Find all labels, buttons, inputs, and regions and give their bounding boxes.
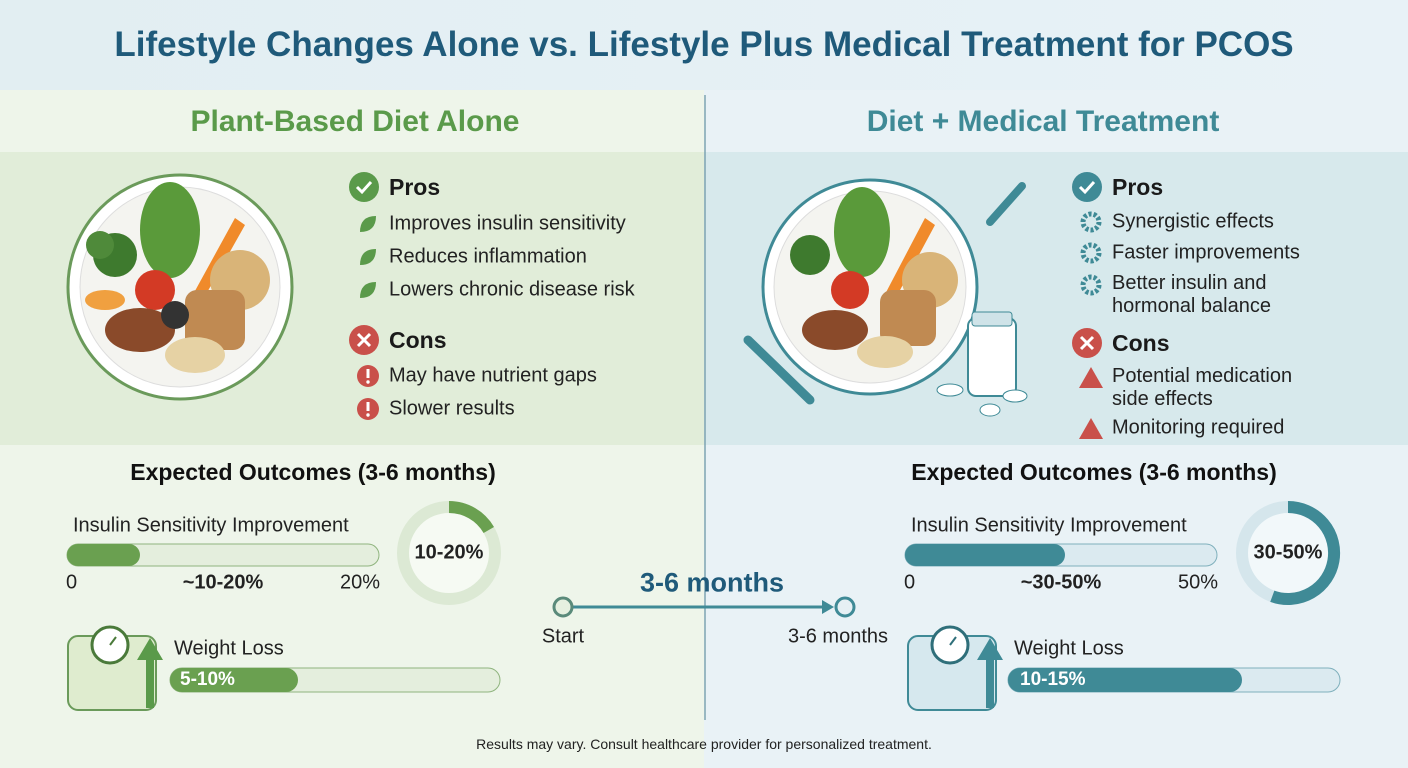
pros-heading: Pros (389, 173, 441, 200)
outcomes-title: Expected Outcomes (3-6 months) (130, 458, 496, 485)
insulin-label: Insulin Sensitivity Improvement (911, 514, 1187, 537)
icons-right (1072, 172, 1103, 439)
pro-item: Reduces inflammation (389, 245, 587, 268)
pro-item: Synergistic effects (1112, 210, 1274, 233)
timeline-end: 3-6 months (787, 625, 889, 648)
footnote: Results may vary. Consult healthcare pro… (476, 735, 932, 752)
title: Lifestyle Changes Alone vs. Lifestyle Pl… (114, 24, 1294, 64)
insulin-label: Insulin Sensitivity Improvement (73, 514, 349, 537)
weight-value: 5-10% (180, 669, 235, 691)
timeline-start: Start (541, 625, 585, 648)
ring-label: 10-20% (414, 541, 484, 564)
scale-min: 0 (66, 571, 78, 594)
pro-item: Improves insulin sensitivity (389, 212, 626, 235)
con-item: Monitoring required (1112, 416, 1285, 439)
panel-heading: Plant-Based Diet Alone (190, 104, 520, 138)
plate-left (66, 173, 294, 401)
plate-right (743, 178, 1028, 417)
outcomes-title: Expected Outcomes (3-6 months) (911, 458, 1277, 485)
ring-label: 30-50% (1253, 541, 1323, 564)
timeline-label: 3-6 months (639, 567, 785, 598)
insulin-range: ~30-50% (1020, 571, 1102, 594)
scale-max: 50% (1177, 571, 1218, 594)
con-item: May have nutrient gaps (389, 364, 597, 387)
cons-heading: Cons (1112, 329, 1170, 356)
pro-item: Lowers chronic disease risk (389, 278, 635, 301)
cons-heading: Cons (389, 326, 447, 353)
timeline (552, 596, 856, 618)
icons-left (349, 172, 379, 420)
insulin-range: ~10-20% (182, 571, 264, 594)
outcome-left (66, 501, 501, 711)
scale-max: 20% (339, 571, 380, 594)
con-item: Slower results (389, 397, 515, 420)
panel-heading: Diet + Medical Treatment (866, 104, 1220, 138)
weight-label: Weight Loss (174, 637, 284, 660)
weight-value: 10-15% (1020, 669, 1086, 691)
weight-label: Weight Loss (1014, 637, 1124, 660)
con-item: Potential medication side effects (1112, 365, 1293, 410)
outcome-right (904, 500, 1341, 711)
pro-item: Faster improvements (1112, 241, 1300, 264)
scale-min: 0 (904, 571, 916, 594)
pros-heading: Pros (1112, 173, 1164, 200)
title-band (0, 0, 1408, 90)
pro-item: Better insulin and hormonal balance (1112, 272, 1271, 317)
